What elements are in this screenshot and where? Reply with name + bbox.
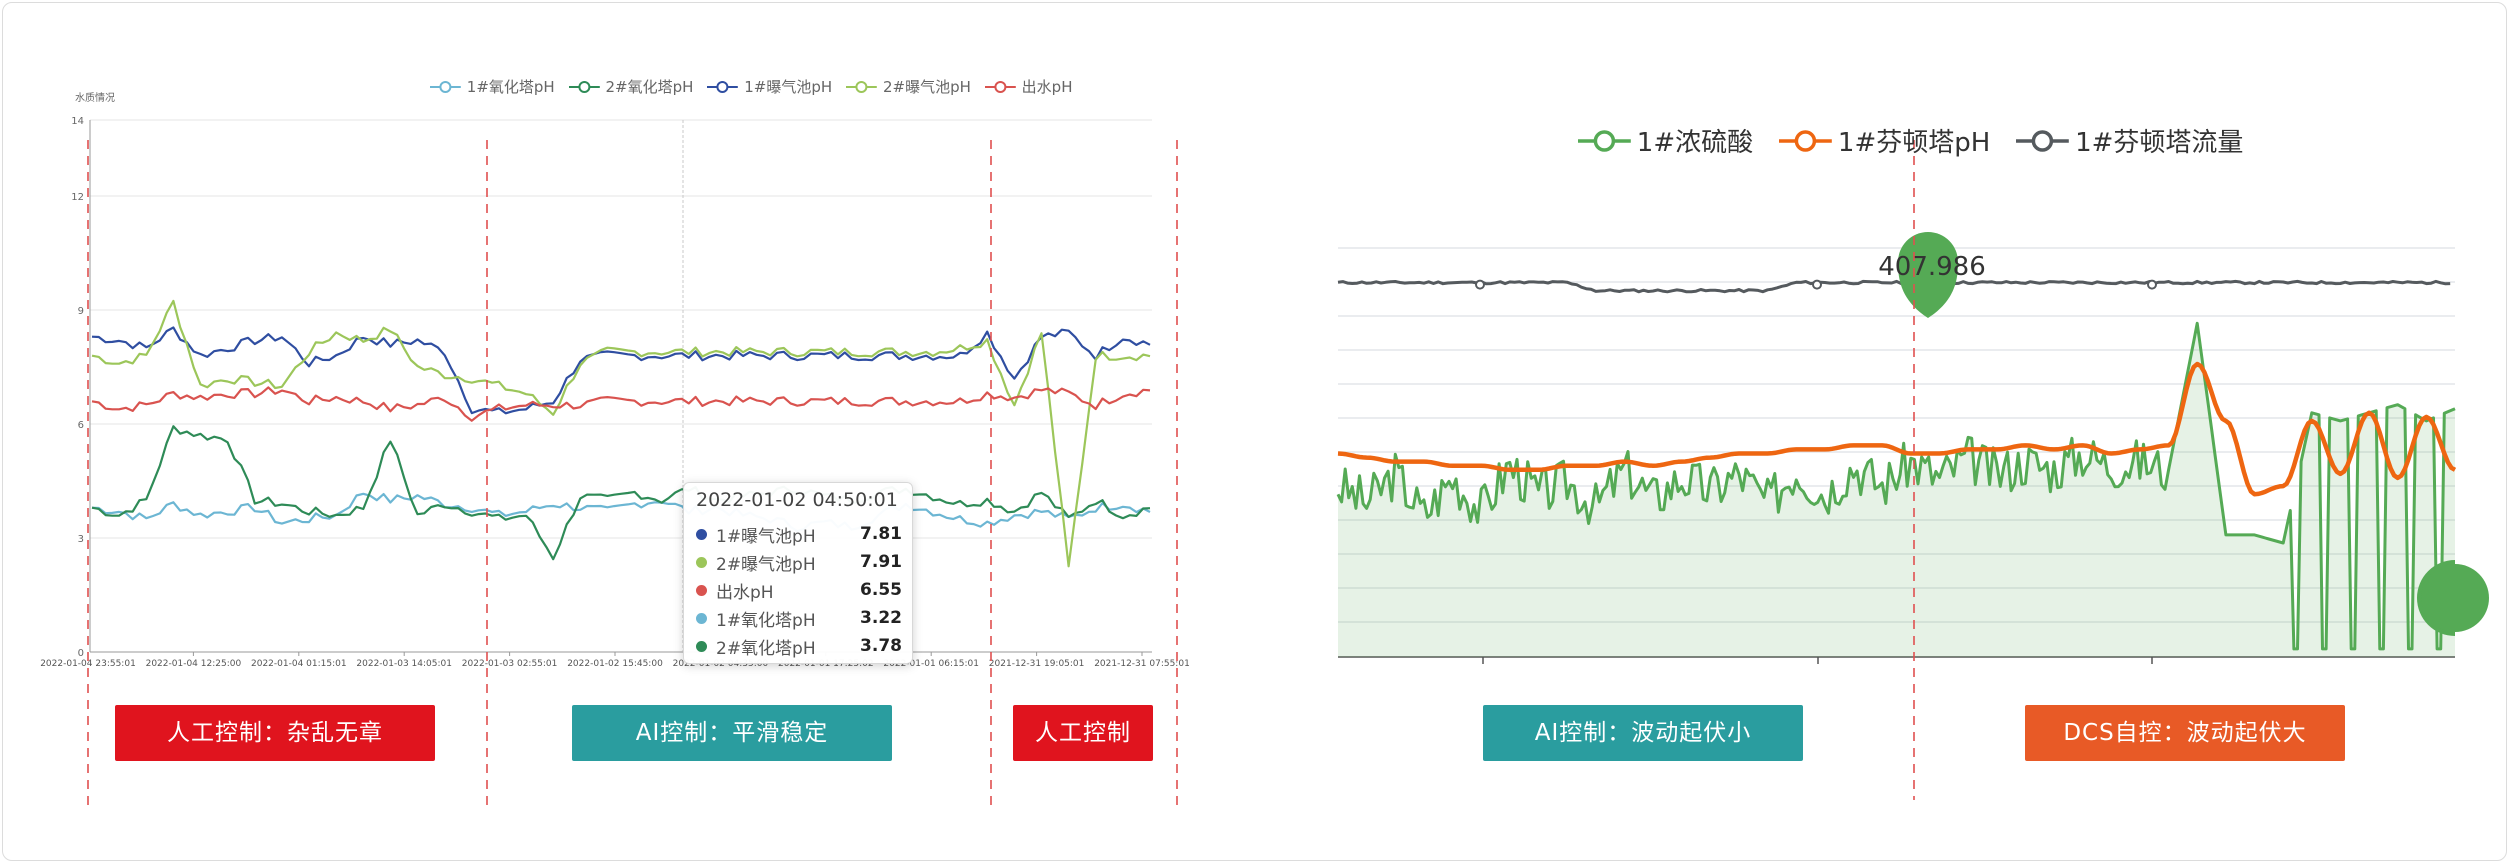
right-callout-pin bbox=[1898, 232, 1958, 318]
legend-line-circle-icon bbox=[568, 80, 600, 93]
legend-circle bbox=[578, 80, 591, 93]
left-y-tick-label: 9 bbox=[78, 306, 84, 317]
legend-line-circle-icon bbox=[2016, 129, 2070, 152]
tooltip-dot bbox=[696, 556, 707, 568]
right-chart-legend: 1#浓硫酸 1#芬顿塔pH 1#芬顿塔流量 bbox=[1578, 122, 2243, 159]
left-x-tick-label: 2022-01-03 14:05:01 bbox=[356, 659, 452, 669]
left-x-tick-label: 2021-12-31 07:55:01 bbox=[1094, 659, 1190, 669]
tooltip-series-value: 6.55 bbox=[860, 580, 902, 600]
left-legend-label: 出水pH bbox=[1021, 78, 1073, 96]
right-legend-label: 1#浓硫酸 bbox=[1636, 128, 1754, 158]
right-flow-marker bbox=[1475, 279, 1485, 290]
ai-control-label-right: AI控制：波动起伏小 bbox=[1483, 705, 1803, 761]
tooltip-dot bbox=[696, 612, 707, 624]
left-series-2-aeration-line bbox=[91, 299, 1151, 568]
tooltip-series-value: 7.91 bbox=[860, 552, 902, 572]
tooltip-series-value: 3.22 bbox=[860, 608, 902, 628]
left-legend-label: 1#氧化塔pH bbox=[466, 78, 555, 96]
manual-control-label-2: 人工控制 bbox=[1013, 705, 1153, 761]
left-y-tick-label: 12 bbox=[71, 192, 84, 203]
tooltip-series-name: 2#氧化塔pH bbox=[716, 638, 816, 659]
right-acid-line bbox=[1336, 321, 2456, 651]
left-legend-item[interactable]: 1#氧化塔pH bbox=[430, 76, 555, 97]
right-legend-item[interactable]: 1#芬顿塔pH bbox=[1779, 122, 1990, 159]
tooltip-dot bbox=[696, 584, 707, 596]
left-x-tick-label: 2022-01-03 02:55:01 bbox=[462, 659, 558, 669]
legend-line-circle-icon bbox=[707, 80, 739, 93]
legend-circle bbox=[1593, 129, 1616, 152]
legend-circle bbox=[716, 80, 729, 93]
legend-circle bbox=[1794, 129, 1817, 152]
left-chart-tooltip: 2022-01-02 04:50:01 1#曝气池pH 7.81 2#曝气池pH… bbox=[683, 482, 913, 664]
left-y-tick-label: 3 bbox=[78, 534, 84, 545]
left-series-2-oxidation-line bbox=[91, 425, 1151, 561]
legend-line-circle-icon bbox=[1779, 129, 1832, 152]
legend-circle bbox=[994, 80, 1007, 93]
dcs-control-label: DCS自控：波动起伏大 bbox=[2025, 705, 2345, 761]
left-x-tick-label: 2022-01-02 15:45:00 bbox=[567, 659, 663, 669]
left-x-tick-label: 2022-01-01 17:25:02 bbox=[778, 659, 874, 669]
tooltip-row: 1#氧化塔pH 3.22 bbox=[696, 605, 902, 631]
tooltip-title: 2022-01-02 04:50:01 bbox=[696, 489, 898, 511]
left-legend-item[interactable]: 1#曝气池pH bbox=[707, 76, 832, 97]
left-x-tick-label: 2022-01-01 06:15:01 bbox=[883, 659, 979, 669]
ai-control-label-left: AI控制：平滑稳定 bbox=[572, 705, 892, 761]
right-flow-marker bbox=[1812, 279, 1822, 290]
legend-circle bbox=[855, 80, 868, 93]
left-legend-label: 2#氧化塔pH bbox=[605, 78, 694, 96]
left-x-tick-label: 2022-01-04 01:15:01 bbox=[251, 659, 347, 669]
left-legend-item[interactable]: 2#氧化塔pH bbox=[568, 76, 694, 97]
left-x-tick-label: 2022-01-02 04:35:00 bbox=[673, 659, 769, 669]
tooltip-series-name: 出水pH bbox=[716, 582, 774, 603]
legend-line-circle-icon bbox=[430, 80, 461, 93]
left-y-axis-name: 水质情况 bbox=[75, 91, 115, 104]
right-flow-marker bbox=[2147, 279, 2157, 290]
left-x-tick-label: 2022-01-04 23:55:01 bbox=[40, 659, 136, 669]
tooltip-row: 出水pH 6.55 bbox=[696, 577, 902, 603]
right-callout-value: 407.986 bbox=[1878, 252, 1986, 282]
left-series-outlet-line bbox=[91, 386, 1151, 422]
left-legend-label: 2#曝气池pH bbox=[882, 78, 971, 96]
right-legend-label: 1#芬顿塔流量 bbox=[2075, 128, 2244, 158]
left-x-tick-label: 2022-01-04 12:25:00 bbox=[146, 659, 242, 669]
right-legend-item[interactable]: 1#浓硫酸 bbox=[1578, 122, 1753, 159]
legend-circle bbox=[2031, 129, 2054, 152]
left-legend-item[interactable]: 2#曝气池pH bbox=[846, 76, 971, 97]
right-flow-line bbox=[1337, 279, 2451, 294]
tooltip-series-value: 7.81 bbox=[860, 524, 902, 544]
right-ph-line bbox=[1337, 361, 2457, 497]
right-legend-item[interactable]: 1#芬顿塔流量 bbox=[2016, 122, 2243, 159]
left-chart-legend: 1#氧化塔pH 2#氧化塔pH 1#曝气池pH 2#曝气池pH 出水pH bbox=[430, 76, 1072, 97]
legend-line-circle-icon bbox=[984, 80, 1016, 93]
left-legend-label: 1#曝气池pH bbox=[744, 78, 833, 96]
left-y-tick-label: 0 bbox=[78, 648, 84, 659]
tooltip-series-name: 1#曝气池pH bbox=[716, 526, 816, 547]
tooltip-series-value: 3.78 bbox=[860, 636, 902, 656]
tooltip-series-name: 1#氧化塔pH bbox=[716, 610, 816, 631]
tooltip-row: 2#氧化塔pH 3.78 bbox=[696, 633, 902, 659]
left-legend-item[interactable]: 出水pH bbox=[984, 76, 1073, 97]
legend-line-circle-icon bbox=[846, 80, 877, 93]
left-y-tick-label: 14 bbox=[71, 116, 84, 127]
tooltip-series-name: 2#曝气池pH bbox=[716, 554, 816, 575]
legend-circle bbox=[439, 80, 452, 93]
right-legend-label: 1#芬顿塔pH bbox=[1837, 128, 1991, 158]
left-x-tick-label: 2021-12-31 19:05:01 bbox=[989, 659, 1085, 669]
right-edge-marker-circle bbox=[2421, 564, 2489, 632]
tooltip-dot bbox=[696, 640, 707, 652]
tooltip-dot bbox=[696, 528, 707, 540]
legend-line-circle-icon bbox=[1578, 129, 1631, 152]
tooltip-row: 1#曝气池pH 7.81 bbox=[696, 521, 902, 547]
left-series-1-oxidation-line bbox=[91, 492, 1151, 533]
left-y-tick-label: 6 bbox=[78, 420, 84, 431]
tooltip-row: 2#曝气池pH 7.91 bbox=[696, 549, 902, 575]
manual-control-label-1: 人工控制：杂乱无章 bbox=[115, 705, 435, 761]
